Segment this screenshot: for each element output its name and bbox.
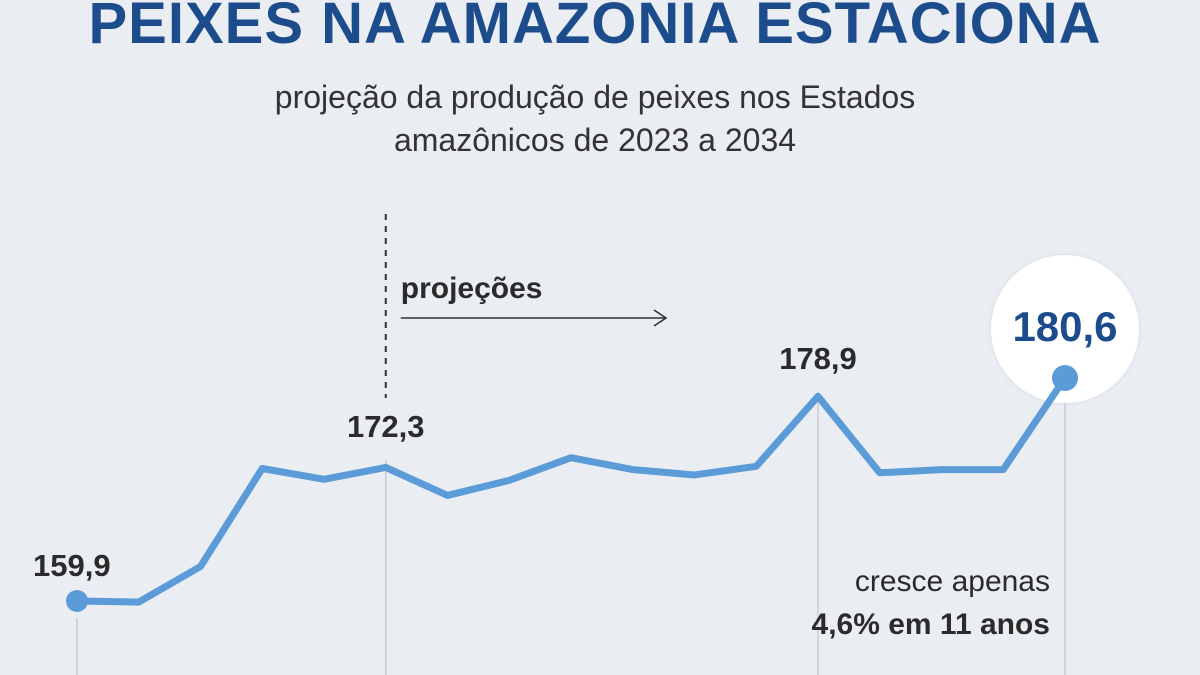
chart-title: PEIXES NA AMAZÔNIA ESTACIONA [88, 0, 1102, 56]
first-value-label: 159,9 [33, 548, 111, 583]
chart-subtitle: projeção da produção de peixes nos Estad… [0, 76, 1190, 162]
projection-arrow [400, 309, 668, 327]
last-point-marker [1052, 365, 1078, 391]
growth-annotation: cresce apenas 4,6% em 11 anos [812, 560, 1050, 646]
vertical-guides [76, 392, 1066, 675]
projection-label: projeções [401, 272, 543, 305]
last-value-label: 180,6 [1012, 303, 1117, 350]
last-value-halo [991, 255, 1139, 403]
series-line [73, 374, 1069, 606]
projection-start-value-label: 172,3 [347, 409, 425, 444]
subtitle-line-2: amazônicos de 2023 a 2034 [393, 122, 797, 158]
peak-value-label: 178,9 [779, 341, 857, 376]
first-point-marker [66, 590, 88, 612]
annotation-line-1: cresce apenas [854, 565, 1050, 598]
subtitle-line-1: projeção da produção de peixes nos Estad… [274, 79, 916, 115]
annotation-line-2: 4,6% em 11 anos [811, 608, 1050, 641]
